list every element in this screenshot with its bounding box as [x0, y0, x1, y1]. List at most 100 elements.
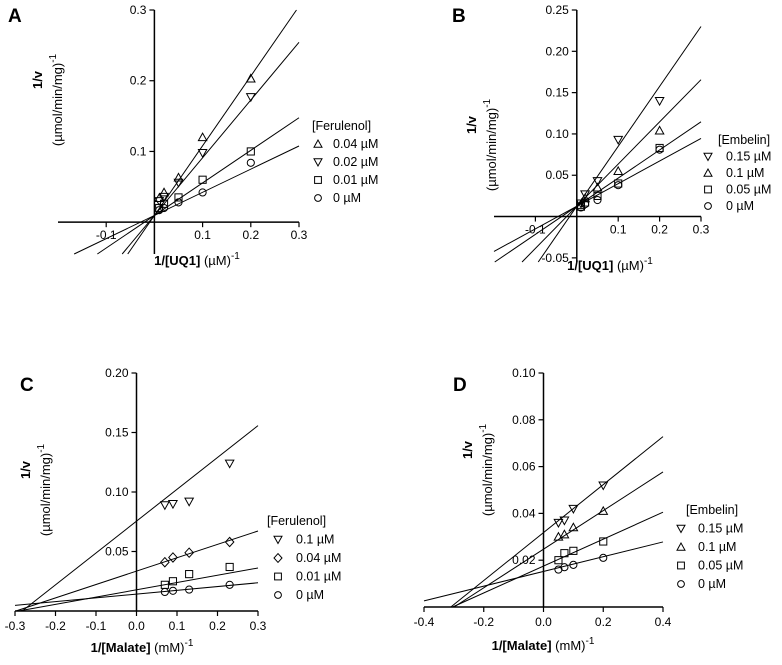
data-point: [614, 181, 623, 190]
data-point: [654, 97, 665, 107]
legend-label: 0.04 µM: [333, 137, 378, 151]
y-axis-label-units: (µmol/min/mg)-1: [482, 98, 499, 191]
legend-label: 0.1 µM: [698, 540, 736, 554]
y-tick-label: 0.08: [512, 413, 536, 427]
x-tick-label: 0.1: [610, 223, 627, 237]
y-axis-label-exp: -1: [482, 98, 493, 107]
data-point: [599, 537, 608, 546]
data-point: [155, 206, 164, 215]
legend-label: 0.15 µM: [726, 150, 771, 164]
legend-label: 0 µM: [726, 199, 754, 213]
data-point: [246, 147, 255, 156]
x-tick-label: 0.2: [651, 223, 668, 237]
data-point: [158, 187, 170, 197]
legend-marker: [676, 541, 686, 551]
data-point: [598, 481, 609, 491]
legend-title: [Ferulenol]: [312, 119, 371, 133]
fit-line-2: [121, 42, 300, 255]
legend-marker: [274, 572, 282, 581]
data-point: [198, 175, 207, 184]
legend-marker: [677, 561, 685, 570]
y-tick-label: 0.25: [545, 3, 569, 17]
y-tick-label: 0.10: [512, 366, 536, 380]
legend-marker: [273, 535, 283, 545]
legend-marker: [314, 194, 322, 202]
data-point: [159, 501, 170, 511]
legend-label: 0.1 µM: [296, 533, 334, 547]
x-tick-label: -0.2: [45, 619, 66, 633]
legend-label: 0.15 µM: [698, 522, 743, 536]
panel-letter: D: [453, 375, 467, 396]
legend-title: [Ferulenol]: [267, 514, 326, 528]
legend-label: 0.01 µM: [296, 570, 341, 584]
data-point: [197, 132, 208, 142]
x-axis-label: 1/[UQ1] (µM)-1: [567, 256, 653, 273]
x-tick-label: -0.2: [473, 615, 494, 629]
y-tick-label: 0.06: [512, 460, 536, 474]
data-point: [559, 516, 570, 526]
data-point: [245, 73, 256, 83]
y-tick-label: 0.15: [105, 426, 129, 440]
data-point: [593, 191, 602, 200]
data-point: [568, 522, 579, 532]
data-point: [225, 580, 234, 589]
y-axis-label: 1/v: [464, 115, 479, 134]
data-point: [159, 203, 169, 213]
panel-letter: A: [8, 6, 22, 27]
fit-line-4: [14, 582, 259, 606]
legend: [Ferulenol] 0.04 µM 0.02 µM 0.01 µM 0 µM: [312, 119, 378, 205]
data-point: [580, 193, 591, 203]
x-axis-label-bold: 1/[Malate]: [91, 640, 151, 655]
panel-c: C -0.3 -0.2 -0.1 0.0 0.1 0.2 0.3 0.05 0.10 0.15 0.2…: [5, 366, 342, 655]
y-tick-label: -0.05: [541, 251, 569, 265]
data-point: [160, 587, 169, 597]
y-tick-label: 0.2: [130, 74, 147, 88]
y-tick-label: 0.15: [545, 86, 569, 100]
data-point: [593, 195, 602, 205]
x-tick-label: -0.1: [96, 228, 117, 242]
x-tick-label: -0.4: [414, 615, 435, 629]
panel-b: B-0.1 0.1 0.2 0.3-0.050.050.100.150.200.251…: [452, 3, 771, 273]
panel-d: D -0.4 -0.2 0.0 0.2 0.4 0.02 0.04 0.06 0.08 0.10 1/…: [414, 366, 744, 653]
legend-label: 0.04 µM: [296, 551, 341, 565]
legend-label: 0.01 µM: [333, 173, 378, 187]
data-point: [553, 518, 564, 528]
y-axis-label-top: 1/v: [30, 70, 45, 89]
y-axis-label-units: (µmol/min/mg)-1: [478, 423, 495, 516]
fit-line-1: [537, 26, 702, 263]
fit-line-4: [423, 541, 664, 602]
legend-marker: [677, 580, 685, 588]
panel-letter: B: [452, 6, 466, 27]
data-point: [592, 182, 603, 192]
data-point: [613, 135, 624, 145]
y-axis-label-exp: -1: [478, 423, 489, 432]
data-point: [168, 577, 178, 586]
legend: [Embelin] 0.15 µM 0.1 µM 0.05 µM 0 µM: [676, 503, 743, 591]
data-point: [560, 549, 569, 558]
x-axis-label-exp: -1: [185, 638, 194, 649]
data-point: [159, 199, 169, 208]
y-tick-label: 0.10: [545, 127, 569, 141]
legend-label: 0.1 µM: [726, 166, 764, 180]
y-axis-label: 1/v: [460, 440, 475, 459]
fit-line-1: [21, 425, 259, 612]
data-point: [173, 172, 184, 182]
legend: [Embelin] 0.15 µM 0.1 µM 0.05 µM 0 µM: [703, 133, 771, 213]
y-tick-label: 0.02: [512, 553, 536, 567]
x-tick-label: 0.3: [291, 228, 308, 242]
y-axis-label: 1/v: [30, 70, 45, 89]
legend-title: [Embelin]: [686, 503, 738, 517]
x-tick-label: 0.1: [169, 619, 186, 633]
y-axis-label-bottom: (µmol/min/mg): [38, 453, 53, 536]
x-axis-label: 1/[Malate] (mM)-1: [492, 636, 595, 653]
legend-marker: [703, 152, 713, 162]
legend-label: 0.05 µM: [726, 183, 771, 197]
data-point: [154, 197, 165, 207]
legend-marker: [704, 185, 712, 194]
data-point: [197, 149, 208, 159]
x-tick-label: 0.4: [655, 615, 672, 629]
legend-label: 0 µM: [698, 577, 726, 591]
y-axis-label-top: 1/v: [460, 440, 475, 459]
legend-label: 0 µM: [333, 191, 361, 205]
data-point: [568, 504, 579, 514]
